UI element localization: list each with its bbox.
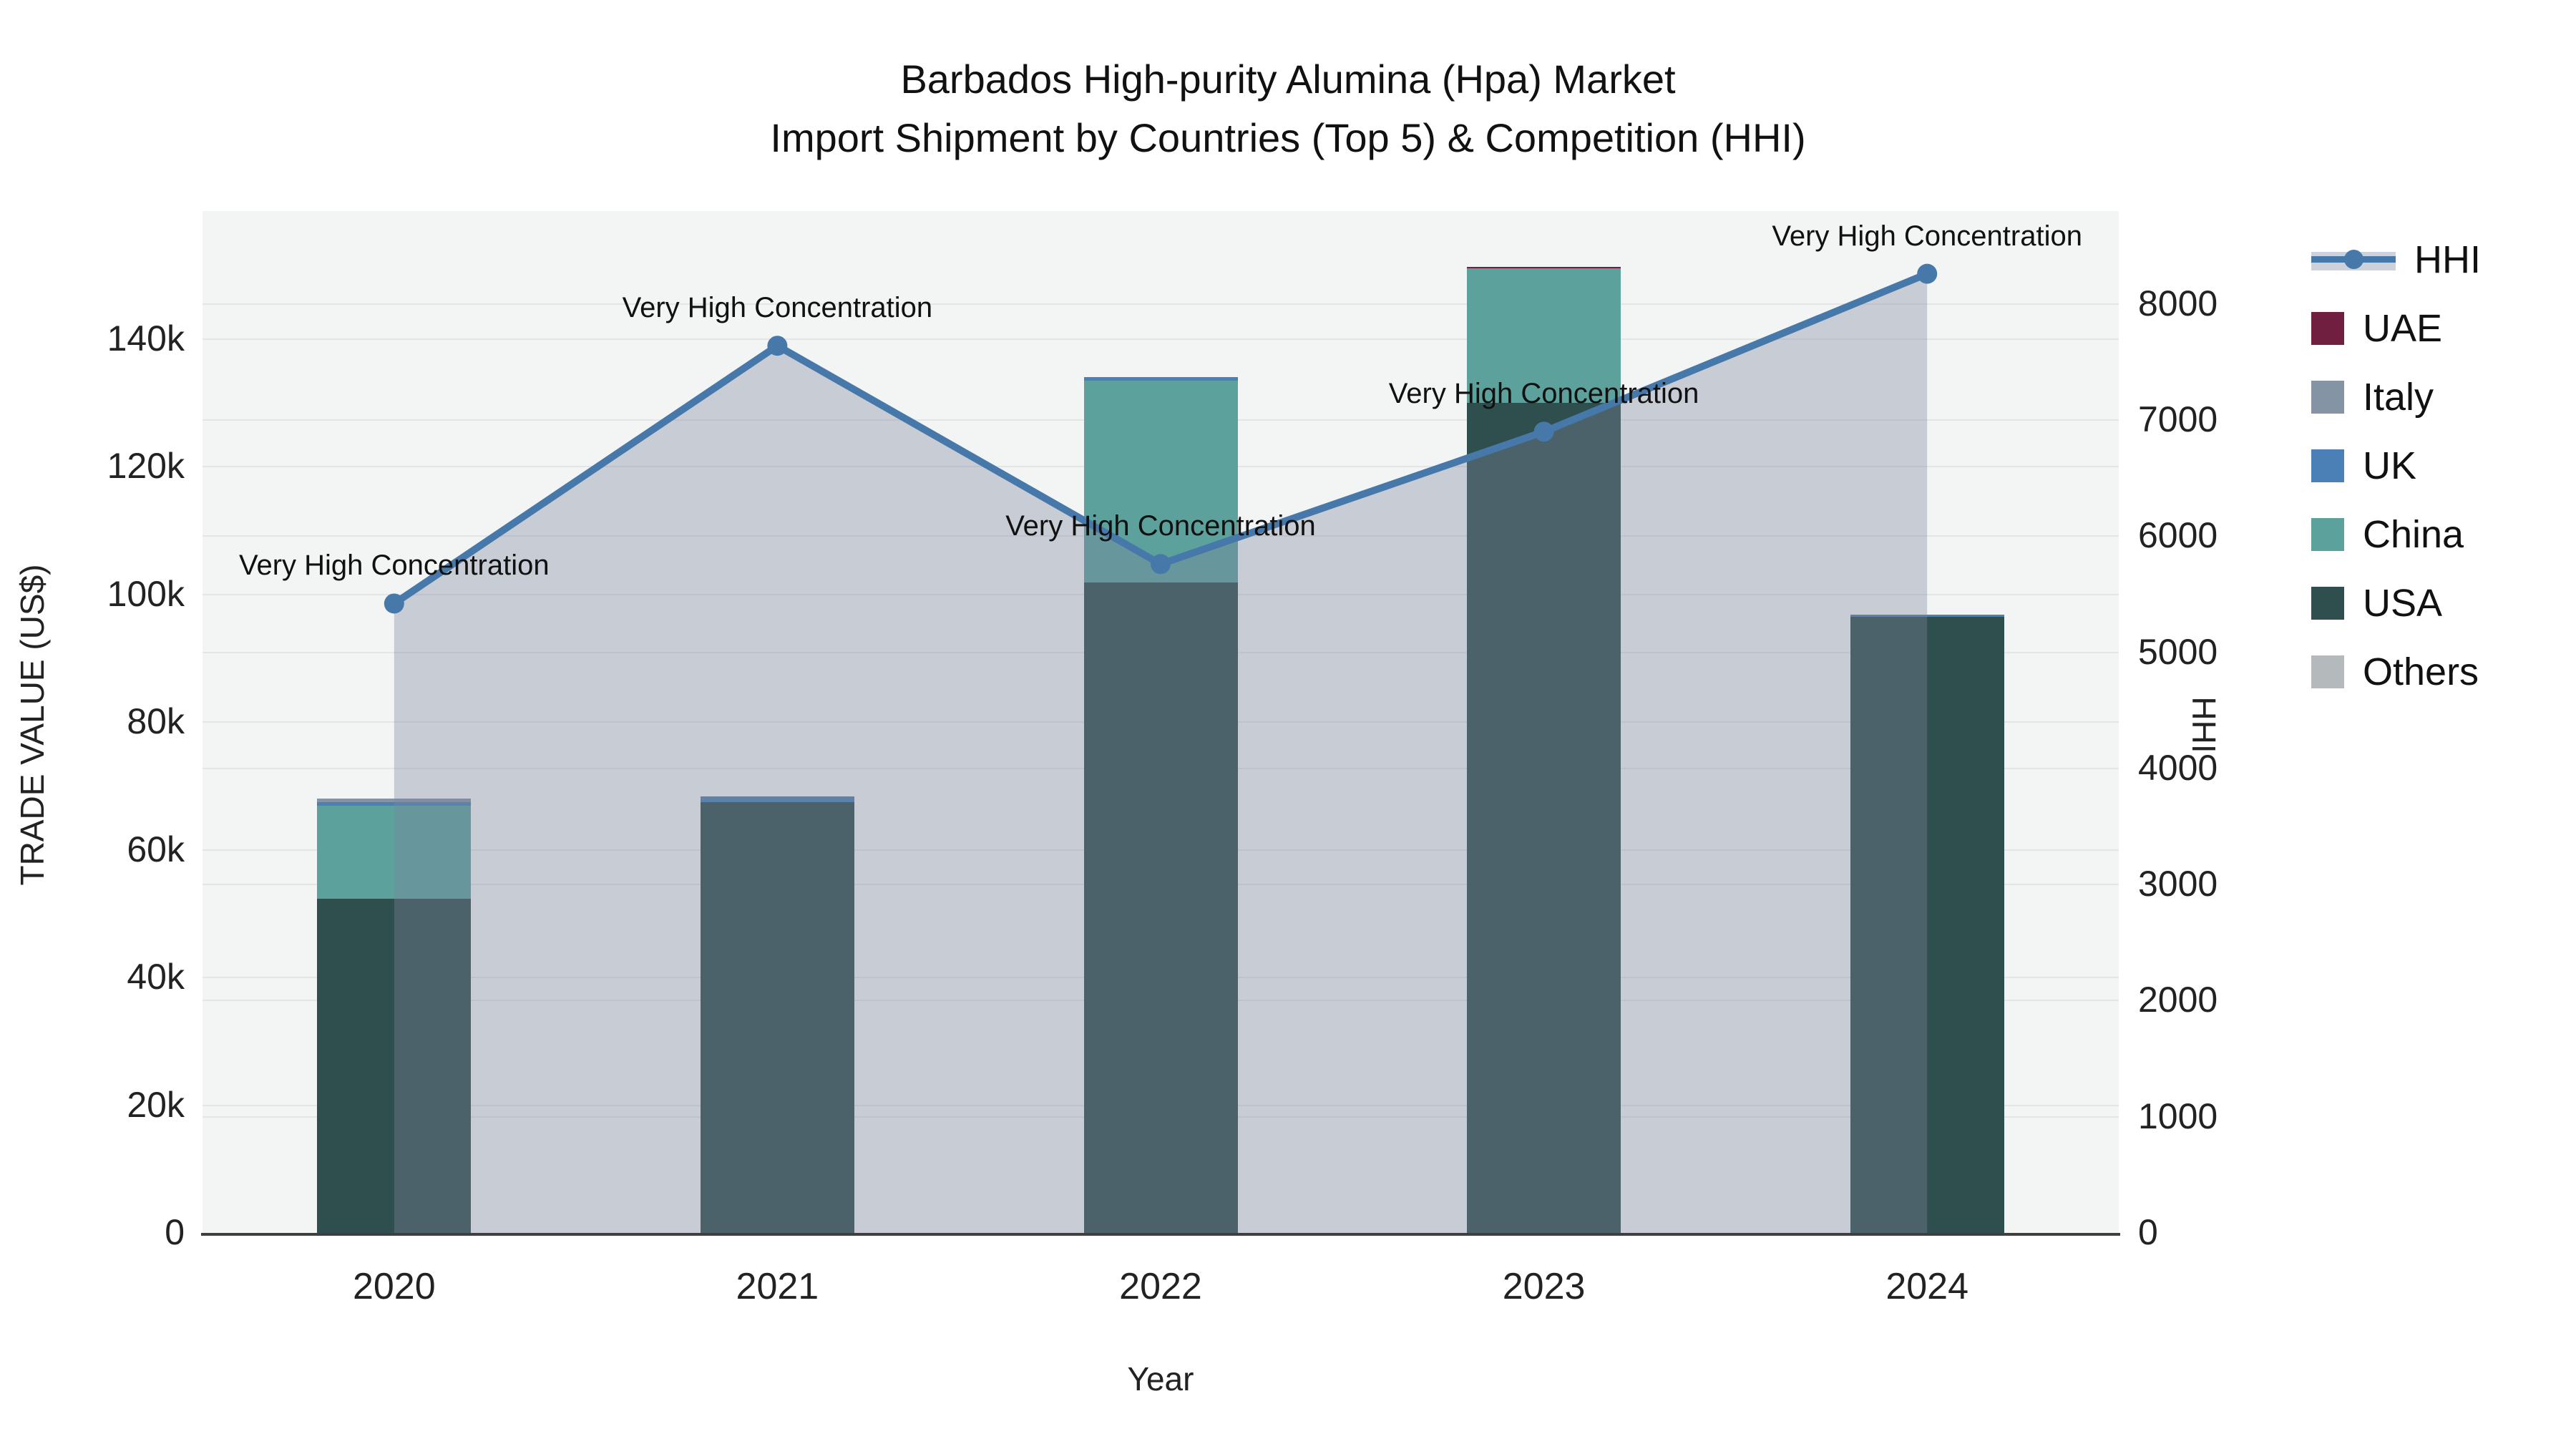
uk-legend-swatch xyxy=(2311,449,2344,482)
legend-label-others: Others xyxy=(2363,650,2479,693)
legend-label-hhi: HHI xyxy=(2414,238,2481,281)
bar-segment-china-2020[interactable] xyxy=(317,805,472,899)
bar-segment-italy-2020[interactable] xyxy=(317,799,472,803)
y-right-tick-2000: 2000 xyxy=(2138,980,2218,1020)
y-left-tick-60k: 60k xyxy=(127,829,185,869)
annotation-2022: Very High Concentration xyxy=(1005,510,1316,542)
legend-label-usa: USA xyxy=(2363,582,2443,625)
annotation-2023: Very High Concentration xyxy=(1388,378,1699,410)
legend-item-uk[interactable]: UK xyxy=(2311,441,2416,491)
y-right-tick-6000: 6000 xyxy=(2138,515,2218,556)
y-right-axis-title: HHI xyxy=(2185,696,2223,753)
bar-segment-china-2022[interactable] xyxy=(1083,380,1238,583)
bar-segment-usa-2021[interactable] xyxy=(700,801,854,1233)
china-legend-swatch xyxy=(2311,518,2344,551)
y-right-tick-1000: 1000 xyxy=(2138,1096,2218,1136)
chart-title-line1: Barbados High-purity Alumina (Hpa) Marke… xyxy=(900,57,1676,102)
x-tick-2020: 2020 xyxy=(352,1266,436,1307)
hhi-legend-icon xyxy=(2311,242,2396,278)
italy-legend-swatch xyxy=(2311,381,2344,414)
legend-item-china[interactable]: China xyxy=(2311,509,2464,560)
legend-label-china: China xyxy=(2363,513,2464,556)
y-left-tick-20k: 20k xyxy=(127,1084,185,1125)
y-right-tick-0: 0 xyxy=(2138,1212,2158,1252)
legend-item-others[interactable]: Others xyxy=(2311,647,2479,697)
x-tick-2024: 2024 xyxy=(1885,1266,1969,1307)
legend-item-uae[interactable]: UAE xyxy=(2311,303,2442,353)
uae-legend-swatch xyxy=(2311,312,2344,345)
x-axis-line xyxy=(201,1233,2120,1236)
y-right-tick-5000: 5000 xyxy=(2138,631,2218,672)
chart-title: Barbados High-purity Alumina (Hpa) Marke… xyxy=(0,50,2576,167)
y-right-tick-7000: 7000 xyxy=(2138,399,2218,440)
gridline xyxy=(203,338,2119,340)
y-left-tick-100k: 100k xyxy=(107,573,185,614)
bar-segment-usa-2020[interactable] xyxy=(317,899,472,1233)
x-tick-2023: 2023 xyxy=(1502,1266,1586,1307)
x-axis-title: Year xyxy=(1127,1360,1194,1397)
y-right-tick-8000: 8000 xyxy=(2138,283,2218,323)
legend-item-italy[interactable]: Italy xyxy=(2311,372,2434,422)
bar-segment-usa-2022[interactable] xyxy=(1083,582,1238,1233)
y-left-tick-140k: 140k xyxy=(107,318,185,358)
y-left-tick-120k: 120k xyxy=(107,446,185,486)
bar-segment-uk-2021[interactable] xyxy=(700,796,854,802)
y-left-tick-0: 0 xyxy=(165,1212,185,1252)
annotation-2021: Very High Concentration xyxy=(622,292,933,324)
legend-label-uae: UAE xyxy=(2363,307,2443,350)
legend-item-hhi[interactable]: HHI xyxy=(2311,235,2481,285)
chart-title-line2: Import Shipment by Countries (Top 5) & C… xyxy=(770,115,1806,160)
gridline xyxy=(203,303,2119,305)
bar-segment-usa-2023[interactable] xyxy=(1467,402,1621,1233)
y-right-tick-3000: 3000 xyxy=(2138,864,2218,904)
legend-label-italy: Italy xyxy=(2363,376,2434,419)
bar-segment-uae-2023[interactable] xyxy=(1467,267,1621,269)
usa-legend-swatch xyxy=(2311,587,2344,620)
legend-label-uk: UK xyxy=(2363,444,2417,487)
x-tick-2021: 2021 xyxy=(736,1266,819,1307)
annotation-2020: Very High Concentration xyxy=(239,550,550,582)
x-tick-2022: 2022 xyxy=(1119,1266,1202,1307)
y-left-axis-title: TRADE VALUE (US$) xyxy=(14,564,51,886)
y-left-tick-40k: 40k xyxy=(127,957,185,997)
bar-segment-uk-2022[interactable] xyxy=(1083,377,1238,381)
y-right-tick-4000: 4000 xyxy=(2138,747,2218,788)
others-legend-swatch xyxy=(2311,655,2344,688)
legend-item-usa[interactable]: USA xyxy=(2311,578,2442,628)
bar-segment-uk-2024[interactable] xyxy=(1850,614,2004,617)
bar-segment-uk-2020[interactable] xyxy=(317,802,472,806)
y-left-tick-80k: 80k xyxy=(127,701,185,741)
bar-segment-usa-2024[interactable] xyxy=(1850,616,2004,1233)
annotation-2024: Very High Concentration xyxy=(1772,220,2082,252)
